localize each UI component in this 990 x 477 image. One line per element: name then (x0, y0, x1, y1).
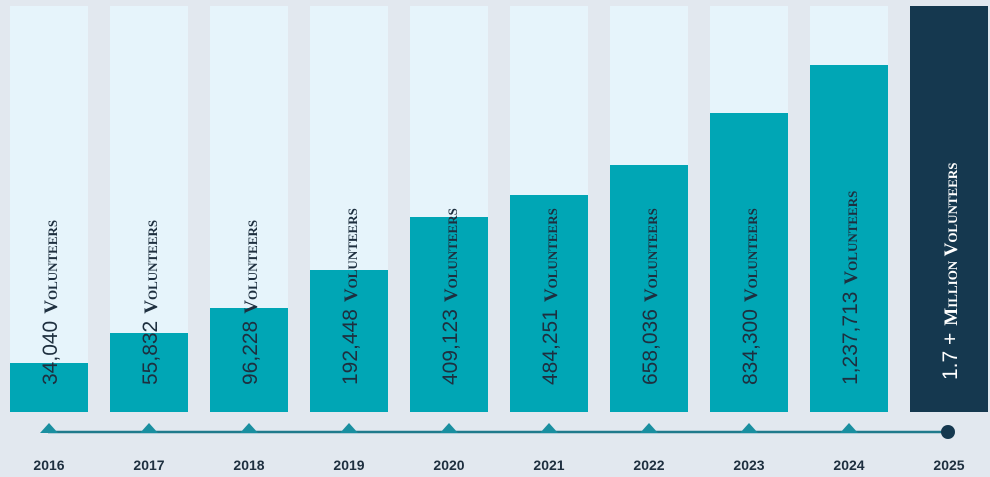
year-label: 2021 (533, 457, 564, 473)
count-unit: Volunteers (441, 208, 462, 302)
count-label: 1,237,713 Volunteers (839, 191, 862, 385)
count-unit: Volunteers (241, 220, 262, 314)
count-number: 834,300 (739, 309, 762, 385)
count-label: 192,448 Volunteers (339, 208, 362, 385)
count-label: 409,123 Volunteers (439, 208, 462, 385)
timeline-marker (740, 423, 758, 433)
count-label: 55,832 Volunteers (139, 220, 162, 385)
timeline-marker (440, 423, 458, 433)
column-fill (410, 217, 488, 412)
column-fill (110, 333, 188, 412)
count-number: 1,237,713 (839, 292, 862, 385)
year-label: 2019 (333, 457, 364, 473)
count-label: 96,228 Volunteers (239, 220, 262, 385)
count-unit: Volunteers (41, 220, 62, 314)
count-unit: Volunteers (841, 191, 862, 285)
column-fill (10, 363, 88, 412)
count-label: 1.7 + Million Volunteers (939, 162, 962, 380)
count-label: 834,300 Volunteers (739, 208, 762, 385)
column-panel (10, 6, 88, 412)
count-number: 192,448 (339, 309, 362, 385)
count-unit: Volunteers (641, 208, 662, 302)
year-label: 2024 (833, 457, 864, 473)
count-unit: Volunteers (141, 220, 162, 314)
count-unit: Volunteers (741, 208, 762, 302)
year-label: 2016 (33, 457, 64, 473)
timeline-marker (540, 423, 558, 433)
count-unit: Volunteers (541, 208, 562, 302)
count-unit: Volunteers (341, 208, 362, 302)
count-label: 34,040 Volunteers (39, 220, 62, 385)
column-fill (210, 308, 288, 412)
timeline-marker (340, 423, 358, 433)
column-fill (710, 113, 788, 412)
year-label: 2017 (133, 457, 164, 473)
column-fill (510, 195, 588, 412)
count-number: 658,036 (639, 309, 662, 385)
timeline-end-dot (941, 425, 955, 439)
count-number: 484,251 (539, 309, 562, 385)
count-label: 658,036 Volunteers (639, 208, 662, 385)
year-label: 2022 (633, 457, 664, 473)
timeline-marker (240, 423, 258, 433)
year-label: 2018 (233, 457, 264, 473)
timeline-marker (840, 423, 858, 433)
column-fill (610, 165, 688, 412)
column-fill (810, 65, 888, 412)
count-number: 55,832 (139, 321, 162, 385)
count-label: 484,251 Volunteers (539, 208, 562, 385)
year-label: 2025 (933, 457, 964, 473)
year-label: 2020 (433, 457, 464, 473)
count-number: 409,123 (439, 309, 462, 385)
timeline-marker (640, 423, 658, 433)
count-number: 1.7 + (939, 333, 962, 380)
final-column (910, 6, 988, 412)
count-unit: Million Volunteers (941, 162, 962, 325)
timeline-marker (40, 423, 58, 433)
column-fill (310, 270, 388, 412)
timeline-marker (140, 423, 158, 433)
count-number: 96,228 (239, 321, 262, 385)
year-label: 2023 (733, 457, 764, 473)
count-number: 34,040 (39, 321, 62, 385)
